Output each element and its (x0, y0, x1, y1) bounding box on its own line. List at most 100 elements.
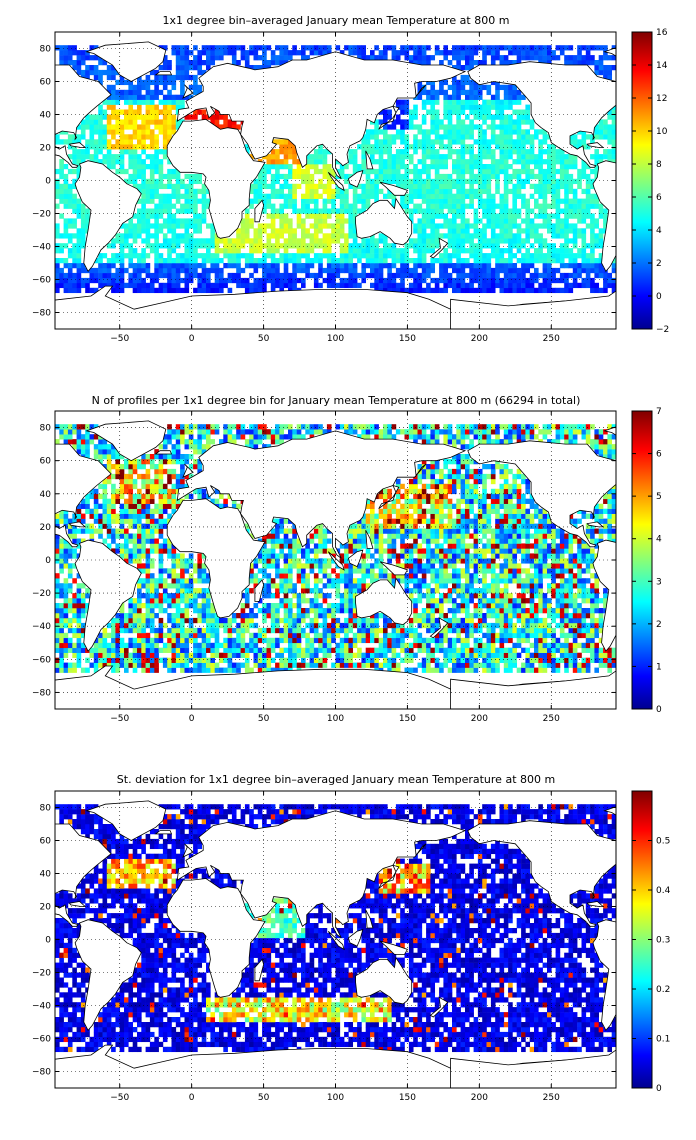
data-cell (292, 272, 297, 279)
data-cell (555, 203, 561, 209)
data-cell (568, 622, 574, 629)
data-cell (426, 109, 431, 115)
data-cell (383, 248, 388, 254)
data-cell (534, 622, 539, 629)
data-cell (348, 50, 354, 56)
data-cell (473, 233, 479, 239)
data-cell (547, 228, 552, 234)
data-cell (175, 173, 181, 180)
data-cell (503, 164, 509, 170)
data-cell (456, 238, 461, 244)
data-cell (348, 637, 354, 644)
data-cell (456, 178, 461, 185)
data-cell (223, 647, 228, 653)
data-cell (275, 45, 280, 51)
data-cell (339, 637, 345, 644)
data-cell (236, 258, 241, 264)
data-cell (547, 632, 552, 639)
data-cell (275, 277, 280, 284)
data-cell (421, 129, 427, 135)
data-cell (490, 277, 496, 284)
data-cell (391, 119, 397, 125)
data-cell (391, 139, 397, 145)
data-cell (162, 272, 168, 279)
data-cell (391, 622, 397, 629)
data-cell (568, 647, 574, 653)
data-cell (473, 223, 479, 229)
data-cell (490, 253, 496, 259)
data-cell (301, 233, 306, 239)
data-cell (559, 652, 565, 658)
data-cell (378, 277, 384, 284)
data-cell (585, 60, 591, 66)
data-cell (210, 282, 216, 289)
data-cell (521, 277, 526, 284)
data-cell (512, 183, 518, 190)
data-cell (490, 124, 496, 130)
data-cell (417, 228, 423, 234)
data-cell (288, 652, 293, 658)
data-cell (137, 198, 142, 204)
data-cell (210, 652, 216, 658)
data-cell (313, 277, 319, 284)
data-cell (154, 238, 159, 244)
data-cell (288, 613, 293, 619)
data-cell (434, 173, 440, 180)
data-cell (434, 622, 440, 629)
data-cell (348, 662, 354, 668)
data-cell (171, 248, 177, 254)
data-cell (465, 94, 470, 100)
data-cell (607, 124, 613, 130)
data-cell (482, 267, 487, 274)
data-cell (391, 164, 397, 170)
data-cell (456, 627, 461, 634)
data-cell (452, 637, 457, 644)
data-cell (154, 84, 159, 91)
data-cell (188, 667, 194, 673)
data-cell (594, 129, 600, 135)
data-cell (72, 287, 77, 294)
data-cell (102, 272, 108, 279)
data-cell (111, 253, 116, 259)
data-cell (469, 198, 474, 204)
data-cell (149, 159, 155, 165)
colorbar-tick-label: 8 (656, 160, 662, 170)
data-cell (516, 55, 522, 61)
data-cell (270, 272, 276, 279)
data-cell (460, 55, 466, 61)
data-cell (469, 287, 474, 294)
data-cell (106, 267, 112, 274)
data-cell (197, 642, 203, 649)
data-cell (227, 647, 233, 653)
data-cell (206, 203, 211, 209)
data-cell (175, 272, 181, 279)
data-cell (344, 662, 349, 668)
data-cell (59, 243, 64, 249)
data-cell (309, 637, 315, 644)
data-cell (253, 193, 259, 199)
data-cell (404, 99, 410, 105)
data-cell (162, 608, 168, 614)
data-cell (469, 652, 474, 658)
data-cell (395, 282, 401, 289)
data-cell (395, 178, 401, 185)
data-cell (400, 183, 405, 190)
data-cell (175, 277, 181, 284)
data-cell (188, 632, 194, 639)
data-cell (249, 203, 254, 209)
data-cell (318, 642, 323, 649)
data-cell (98, 642, 103, 649)
data-cell (335, 208, 341, 214)
data-cell (253, 233, 259, 239)
data-cell (378, 119, 384, 125)
data-cell (408, 60, 414, 66)
data-cell (313, 258, 319, 264)
data-cell (63, 613, 69, 619)
data-cell (124, 613, 129, 619)
data-cell (145, 613, 151, 619)
data-cell (188, 277, 194, 284)
data-cell (439, 173, 444, 180)
data-cell (301, 647, 306, 653)
data-cell (124, 79, 129, 86)
data-cell (318, 159, 323, 165)
